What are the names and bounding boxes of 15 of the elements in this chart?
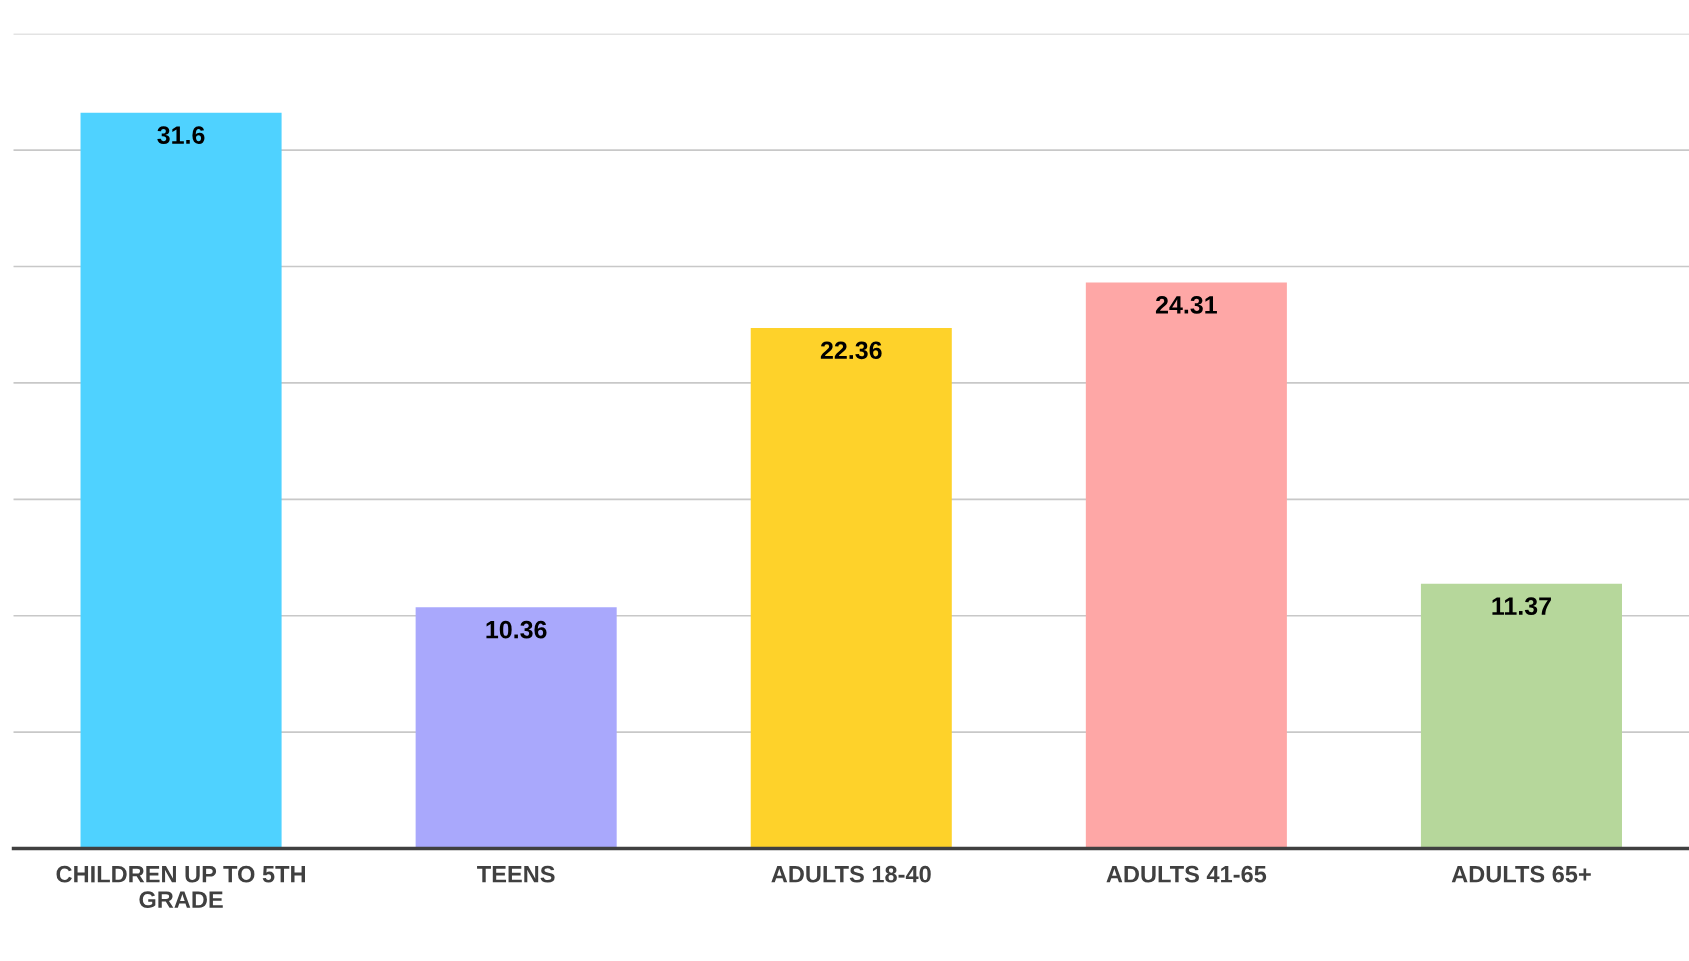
data-label: 11.37 <box>1492 597 1551 616</box>
data-label: 31.6 <box>157 126 205 144</box>
bar <box>80 112 282 849</box>
bar <box>750 327 952 849</box>
data-label: 22.36 <box>820 341 882 360</box>
x-tick-label: TEENS <box>477 865 555 883</box>
bar <box>1420 583 1622 849</box>
bar <box>1085 282 1287 849</box>
data-label: 10.36 <box>486 620 547 639</box>
x-tick-label: ADULTS 65+ <box>1451 865 1591 883</box>
x-tick-label: ADULTS 18-40 <box>771 865 931 883</box>
data-label: 24.31 <box>1155 296 1217 314</box>
x-tick-label: CHILDREN UP TO 5TH GRADE <box>56 865 305 908</box>
x-tick-label: ADULTS 41-65 <box>1106 865 1267 883</box>
bar <box>415 607 617 849</box>
